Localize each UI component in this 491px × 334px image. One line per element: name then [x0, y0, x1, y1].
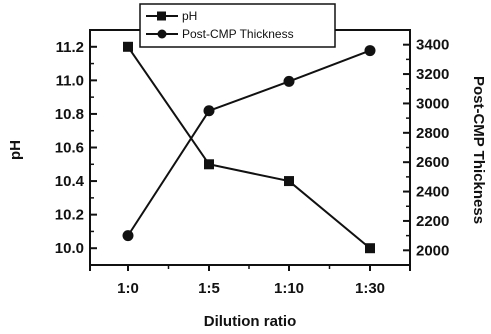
legend-marker-square: [157, 11, 166, 21]
x-tick-label: 1:5: [198, 280, 220, 297]
y-tick-label: 10.2: [55, 207, 84, 224]
y-tick-label: 11.2: [56, 39, 84, 56]
x-axis-title: Dilution ratio: [204, 313, 297, 330]
ph-point: [204, 159, 214, 170]
y-tick-label: 10.0: [55, 240, 84, 257]
y-tick-label: 11.0: [56, 72, 84, 89]
y2-tick-label: 2200: [416, 213, 449, 230]
thickness-point: [203, 105, 215, 117]
y2-tick-label: 3000: [416, 95, 449, 112]
y2-tick-label: 3200: [416, 66, 449, 83]
ph-point: [123, 41, 133, 52]
plot-frame: [89, 29, 411, 266]
y2-tick-label: 2400: [416, 184, 449, 201]
y2-tick-label: 3400: [416, 37, 449, 54]
ph-point: [365, 243, 375, 254]
x-tick-label: 1:10: [274, 280, 304, 297]
ph-point: [284, 176, 294, 187]
thickness-point: [122, 230, 134, 242]
y-tick-label: 10.6: [55, 140, 84, 157]
y2-axis-title: Post-CMP Thickness: [470, 76, 487, 224]
thickness-point: [283, 75, 295, 87]
y-tick-label: 10.4: [55, 173, 85, 190]
y-axis-title: pH: [7, 140, 24, 160]
series-line-ph: [127, 46, 371, 249]
x-tick-label: 1:0: [117, 280, 139, 297]
series-line-thickness: [127, 49, 371, 237]
legend-label: Post-CMP Thickness: [182, 27, 294, 41]
y2-tick-label: 2800: [416, 125, 449, 142]
legend-label: pH: [182, 9, 197, 23]
x-tick-label: 1:30: [355, 280, 385, 297]
legend-box: [139, 3, 336, 48]
y-tick-label: 10.8: [55, 106, 84, 123]
y2-tick-label: 2000: [416, 242, 449, 259]
legend-marker-circle: [157, 29, 167, 39]
y2-tick-label: 2600: [416, 154, 449, 171]
thickness-point: [364, 45, 376, 57]
